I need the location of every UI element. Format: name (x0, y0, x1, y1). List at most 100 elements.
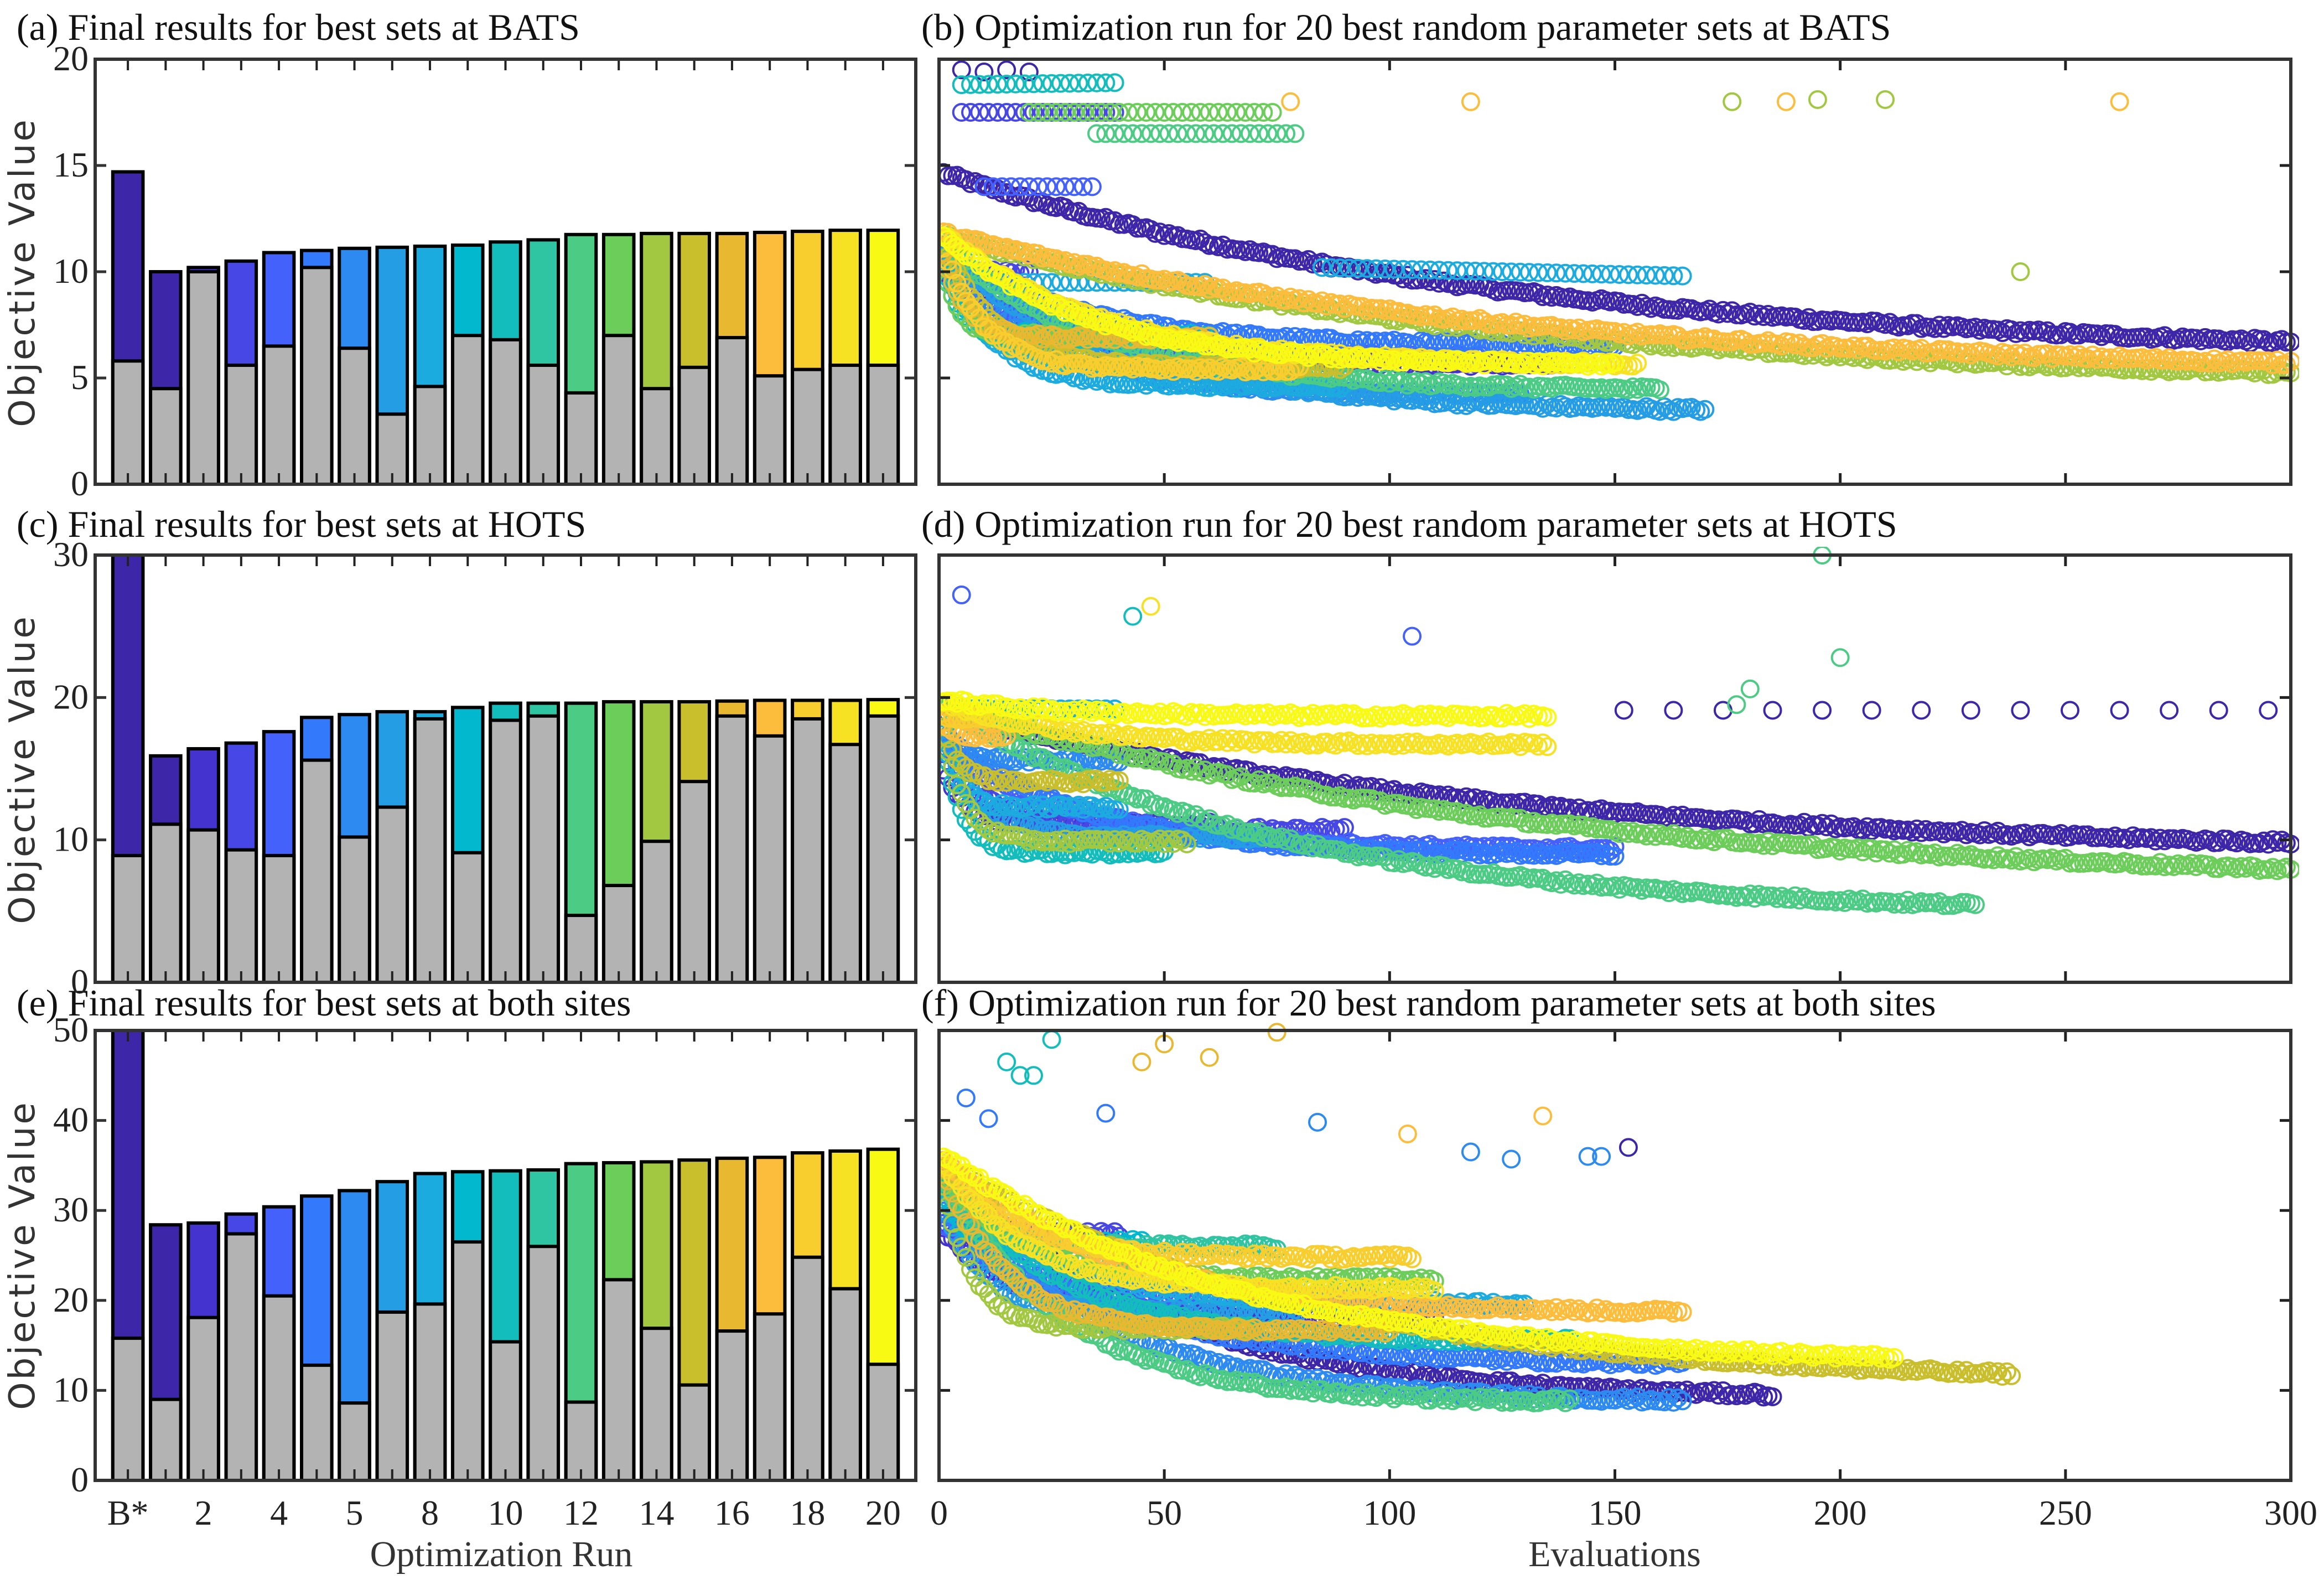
data-point (1456, 274, 1476, 294)
bar-optimized (450, 334, 485, 486)
data-point (1565, 802, 1584, 821)
data-point (1245, 734, 1264, 754)
y-tick-label: 15 (53, 145, 89, 184)
data-point (2051, 325, 2071, 344)
data-point (1740, 884, 1760, 904)
data-point (979, 75, 998, 94)
data-point (2042, 349, 2062, 368)
data-point (1479, 732, 1498, 752)
bar-optimized (526, 363, 561, 486)
data-point (1677, 826, 1697, 846)
data-point (1128, 833, 1147, 853)
data-point (1439, 261, 1458, 280)
data-point (1912, 701, 1931, 720)
data-point (1808, 90, 1827, 109)
data-point (1628, 323, 1647, 342)
data-point (1078, 355, 1097, 375)
data-point (1159, 705, 1179, 724)
data-point (1078, 330, 1097, 349)
data-point (1101, 800, 1120, 819)
data-point (1425, 305, 1444, 325)
data-point (1695, 400, 1715, 419)
data-point (1060, 834, 1080, 853)
data-point (1353, 297, 1372, 316)
data-point (1763, 701, 1782, 720)
data-point (2263, 355, 2282, 375)
data-point (2209, 701, 2228, 720)
data-point (1529, 795, 1548, 814)
data-point (1565, 377, 1584, 397)
data-point (1109, 782, 1129, 801)
data-point (1060, 103, 1080, 122)
data-point (1056, 177, 1075, 196)
bar-optimized (564, 391, 598, 486)
data-point (1065, 103, 1084, 122)
data-point (1664, 701, 1683, 720)
data-point (1393, 371, 1413, 391)
data-point (1019, 177, 1039, 196)
bar-optimized (300, 266, 334, 486)
data-point (1434, 856, 1454, 876)
data-point (1078, 103, 1097, 122)
data-point (1263, 103, 1282, 122)
data-point (2078, 349, 2098, 369)
data-point (1817, 339, 1837, 358)
data-point (1340, 258, 1359, 278)
data-point (970, 75, 989, 94)
panel-b-title: (b) Optimization run for 20 best random … (921, 6, 1891, 48)
data-point (1258, 826, 1278, 846)
data-point (1051, 74, 1070, 93)
data-point (1876, 90, 1895, 109)
data-point (1038, 177, 1057, 196)
data-point (1208, 362, 1228, 381)
data-point (1227, 103, 1246, 122)
data-point (1713, 301, 1732, 320)
data-point (974, 725, 994, 744)
data-point (1303, 781, 1322, 800)
data-point (1024, 795, 1044, 814)
data-point (1420, 856, 1440, 876)
data-point (1195, 233, 1215, 252)
data-point (2276, 355, 2296, 374)
data-point (2200, 354, 2219, 373)
data-point (1592, 265, 1611, 284)
data-point (2245, 857, 2264, 877)
data-point (1029, 177, 1048, 196)
data-point (1024, 103, 1044, 122)
data-point (1006, 103, 1025, 122)
data-point (1263, 774, 1282, 793)
data-point (1371, 778, 1391, 797)
data-point (1403, 626, 1422, 646)
data-point (974, 177, 994, 196)
data-point (2263, 858, 2282, 877)
data-point (2160, 829, 2179, 848)
data-point (1614, 323, 1633, 342)
data-point (1010, 177, 1030, 196)
data-point (1141, 748, 1160, 768)
panel-b-scatter-chart (937, 58, 2299, 486)
data-point (1281, 343, 1300, 362)
data-point (1029, 701, 1048, 720)
data-point (1858, 314, 1877, 334)
data-point (1290, 289, 1309, 308)
data-point (1254, 103, 1273, 122)
data-point (1195, 732, 1215, 752)
data-point (1618, 265, 1638, 284)
data-point (1096, 773, 1116, 792)
data-point (1326, 735, 1345, 755)
data-point (1177, 707, 1196, 726)
data-point (1529, 284, 1548, 303)
data-point (2101, 829, 2120, 848)
data-point (1294, 732, 1314, 752)
data-point (2259, 835, 2278, 854)
bar-optimized (489, 718, 522, 985)
bar-optimized (224, 848, 258, 985)
data-point (1357, 736, 1377, 755)
data-point (1763, 836, 1782, 856)
data-point (1880, 843, 1900, 863)
data-point (1587, 873, 1606, 893)
data-point (1475, 262, 1494, 281)
data-point (970, 308, 989, 328)
data-point (2038, 321, 2057, 340)
data-point (1294, 293, 1314, 313)
